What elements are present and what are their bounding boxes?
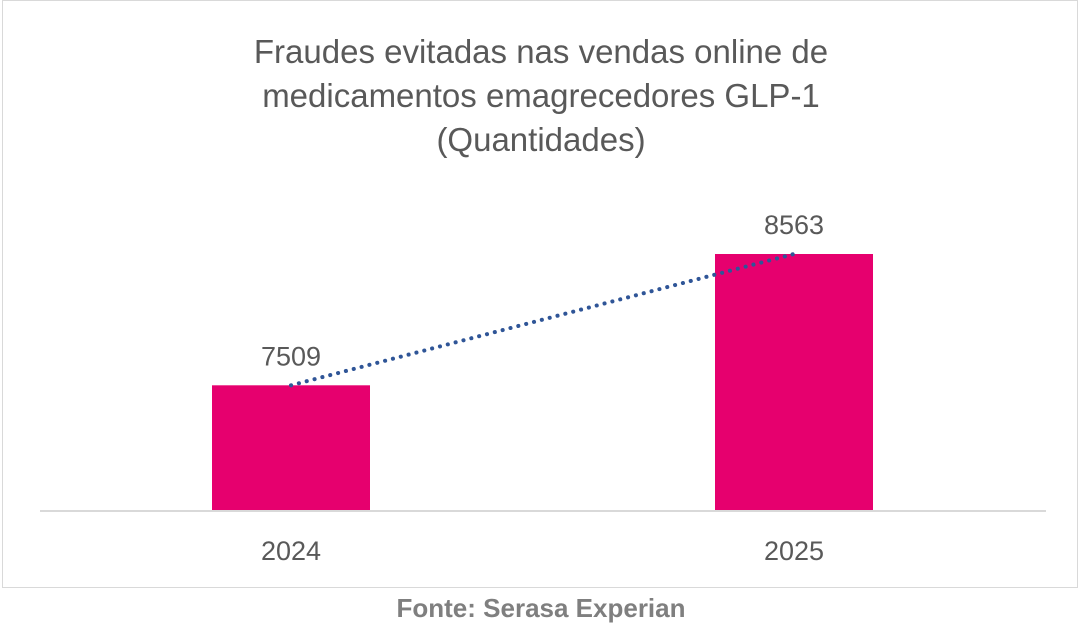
bar-2025	[715, 254, 873, 511]
bar-chart: 7509 2024 8563 2025	[40, 210, 1046, 566]
chart-title-line-1: Fraudes evitadas nas vendas online de	[253, 33, 829, 70]
chart-title-line-3: (Quantidades)	[436, 121, 646, 158]
source-note: Fonte: Serasa Experian	[396, 593, 686, 623]
chart-title-line-2: medicamentos emagrecedores GLP-1	[262, 77, 820, 114]
bar-2024	[212, 385, 370, 511]
data-label-2025: 8563	[764, 210, 824, 240]
chart-frame	[2, 0, 1078, 588]
x-tick-label-2024: 2024	[261, 536, 321, 566]
trendline	[289, 252, 796, 388]
x-tick-label-2025: 2025	[764, 536, 824, 566]
data-label-2024: 7509	[261, 341, 321, 371]
chart-title: Fraudes evitadas nas vendas online de me…	[0, 30, 1082, 162]
